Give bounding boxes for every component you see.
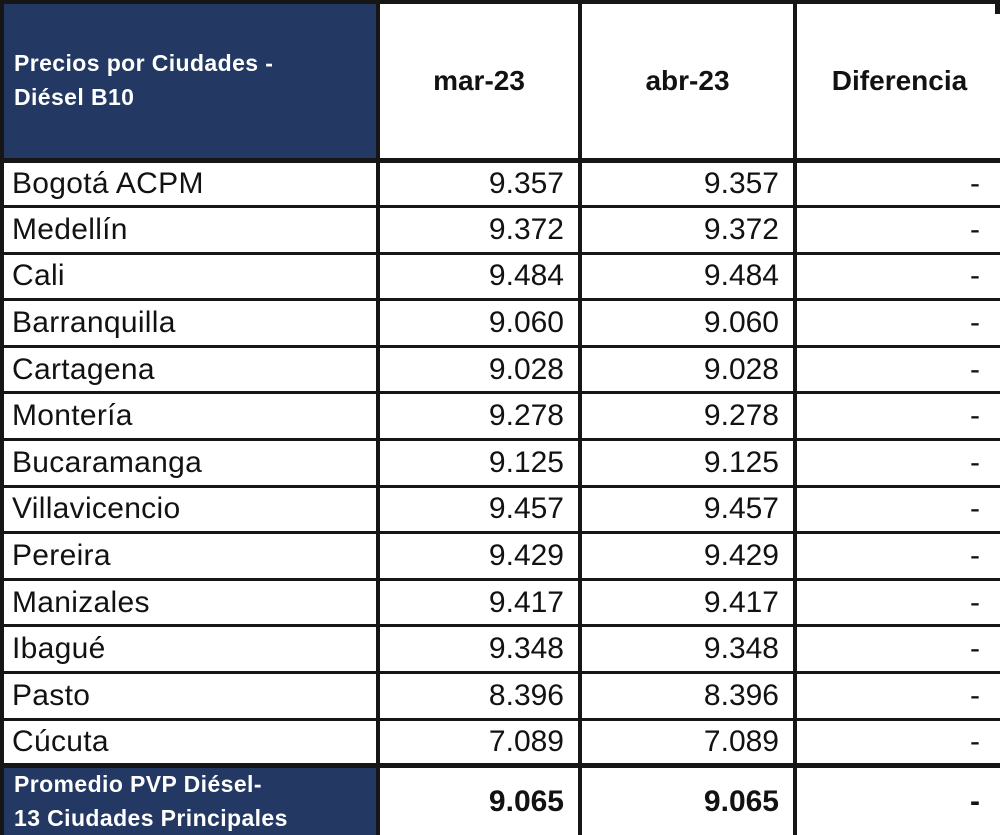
top-right-border-fragment bbox=[995, 0, 1000, 14]
row-abr-value: 9.348 bbox=[578, 624, 797, 675]
row-abr-value: 9.125 bbox=[578, 438, 797, 488]
row-city: Cúcuta bbox=[0, 717, 380, 768]
row-abr-value: 9.457 bbox=[578, 484, 797, 535]
row-diff-value: - bbox=[793, 438, 1000, 488]
row-diff-value: - bbox=[793, 531, 1000, 581]
table-row: Bucaramanga 9.125 9.125 - bbox=[0, 438, 1000, 488]
table-title: Precios por Ciudades - Diésel B10 bbox=[0, 0, 380, 163]
table-row: Cúcuta 7.089 7.089 - bbox=[0, 717, 1000, 768]
row-city: Cali bbox=[0, 251, 380, 302]
row-mar-value: 9.484 bbox=[376, 251, 582, 302]
row-diff-value: - bbox=[793, 205, 1000, 255]
row-mar-value: 9.125 bbox=[376, 438, 582, 488]
row-city: Barranquilla bbox=[0, 298, 380, 348]
table-row: Manizales 9.417 9.417 - bbox=[0, 577, 1000, 628]
col-header-diferencia: Diferencia bbox=[793, 0, 1000, 163]
footer-diff-value: - bbox=[793, 763, 1000, 835]
row-abr-value: 9.357 bbox=[578, 158, 797, 209]
row-abr-value: 9.060 bbox=[578, 298, 797, 348]
col-header-mar-23: mar-23 bbox=[376, 0, 582, 163]
table-row: Cali 9.484 9.484 - bbox=[0, 251, 1000, 302]
row-diff-value: - bbox=[793, 391, 1000, 442]
row-city: Manizales bbox=[0, 577, 380, 628]
table-row: Montería 9.278 9.278 - bbox=[0, 391, 1000, 442]
row-diff-value: - bbox=[793, 344, 1000, 395]
footer-abr-value: 9.065 bbox=[578, 763, 797, 835]
row-mar-value: 9.372 bbox=[376, 205, 582, 255]
row-mar-value: 9.060 bbox=[376, 298, 582, 348]
row-abr-value: 9.028 bbox=[578, 344, 797, 395]
row-abr-value: 9.278 bbox=[578, 391, 797, 442]
row-mar-value: 9.457 bbox=[376, 484, 582, 535]
row-mar-value: 9.028 bbox=[376, 344, 582, 395]
footer-mar-value: 9.065 bbox=[376, 763, 582, 835]
row-diff-value: - bbox=[793, 717, 1000, 768]
table-row: Pasto 8.396 8.396 - bbox=[0, 671, 1000, 721]
row-city: Pasto bbox=[0, 671, 380, 721]
row-mar-value: 9.357 bbox=[376, 158, 582, 209]
row-abr-value: 7.089 bbox=[578, 717, 797, 768]
row-diff-value: - bbox=[793, 671, 1000, 721]
table-row: Ibagué 9.348 9.348 - bbox=[0, 624, 1000, 675]
row-abr-value: 9.372 bbox=[578, 205, 797, 255]
row-city: Bucaramanga bbox=[0, 438, 380, 488]
row-city: Ibagué bbox=[0, 624, 380, 675]
row-city: Pereira bbox=[0, 531, 380, 581]
row-city: Bogotá ACPM bbox=[0, 158, 380, 209]
table-row: Bogotá ACPM 9.357 9.357 - bbox=[0, 158, 1000, 209]
table-row: Barranquilla 9.060 9.060 - bbox=[0, 298, 1000, 348]
row-mar-value: 9.417 bbox=[376, 577, 582, 628]
row-city: Villavicencio bbox=[0, 484, 380, 535]
row-mar-value: 7.089 bbox=[376, 717, 582, 768]
row-abr-value: 9.417 bbox=[578, 577, 797, 628]
row-abr-value: 9.484 bbox=[578, 251, 797, 302]
row-diff-value: - bbox=[793, 298, 1000, 348]
row-diff-value: - bbox=[793, 577, 1000, 628]
table-row: Medellín 9.372 9.372 - bbox=[0, 205, 1000, 255]
row-mar-value: 9.278 bbox=[376, 391, 582, 442]
row-diff-value: - bbox=[793, 158, 1000, 209]
header-row: Precios por Ciudades - Diésel B10 mar-23… bbox=[0, 0, 1000, 163]
row-mar-value: 9.429 bbox=[376, 531, 582, 581]
table-row: Pereira 9.429 9.429 - bbox=[0, 531, 1000, 581]
row-diff-value: - bbox=[793, 251, 1000, 302]
row-diff-value: - bbox=[793, 484, 1000, 535]
table-row: Cartagena 9.028 9.028 - bbox=[0, 344, 1000, 395]
row-mar-value: 8.396 bbox=[376, 671, 582, 721]
col-header-abr-23: abr-23 bbox=[578, 0, 797, 163]
footer-row: Promedio PVP Diésel- 13 Ciudades Princip… bbox=[0, 763, 1000, 835]
row-city: Montería bbox=[0, 391, 380, 442]
row-abr-value: 8.396 bbox=[578, 671, 797, 721]
row-city: Medellín bbox=[0, 205, 380, 255]
row-mar-value: 9.348 bbox=[376, 624, 582, 675]
footer-label: Promedio PVP Diésel- 13 Ciudades Princip… bbox=[0, 763, 380, 835]
row-abr-value: 9.429 bbox=[578, 531, 797, 581]
table-row: Villavicencio 9.457 9.457 - bbox=[0, 484, 1000, 535]
row-city: Cartagena bbox=[0, 344, 380, 395]
row-diff-value: - bbox=[793, 624, 1000, 675]
